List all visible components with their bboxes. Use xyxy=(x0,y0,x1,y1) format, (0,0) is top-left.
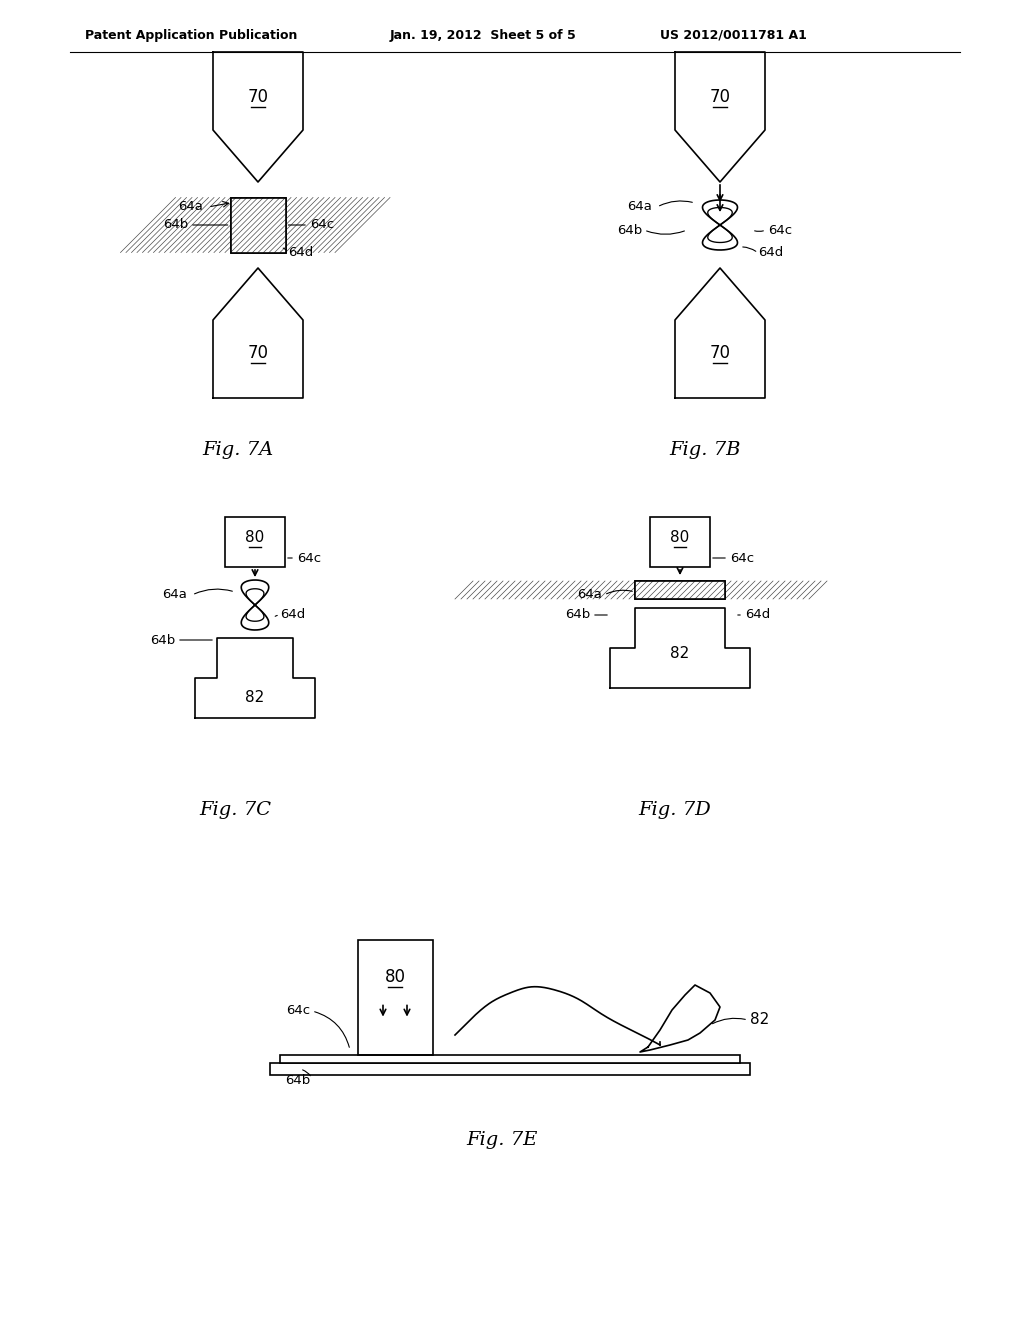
Text: Fig. 7A: Fig. 7A xyxy=(203,441,273,459)
Text: 64a: 64a xyxy=(178,201,203,214)
Bar xyxy=(635,581,725,599)
Text: 64c: 64c xyxy=(730,552,754,565)
Bar xyxy=(230,198,286,252)
Bar xyxy=(230,198,286,252)
Text: 64a: 64a xyxy=(627,201,652,214)
Bar xyxy=(357,940,432,1055)
Text: 64d: 64d xyxy=(758,247,783,260)
Text: 64b: 64b xyxy=(150,634,175,647)
Text: Fig. 7B: Fig. 7B xyxy=(670,441,740,459)
Bar xyxy=(635,581,725,599)
Text: 64a: 64a xyxy=(162,589,187,602)
Text: 64b: 64b xyxy=(565,609,590,622)
Text: 82: 82 xyxy=(246,690,264,705)
Text: Jan. 19, 2012  Sheet 5 of 5: Jan. 19, 2012 Sheet 5 of 5 xyxy=(390,29,577,41)
Text: 80: 80 xyxy=(246,531,264,545)
Text: 64c: 64c xyxy=(297,552,322,565)
Text: 64a: 64a xyxy=(578,589,602,602)
Text: 70: 70 xyxy=(248,345,268,362)
Bar xyxy=(280,1055,740,1063)
Text: Patent Application Publication: Patent Application Publication xyxy=(85,29,297,41)
Text: 64d: 64d xyxy=(288,247,313,260)
Text: Fig. 7E: Fig. 7E xyxy=(466,1131,538,1148)
Text: 64b: 64b xyxy=(616,223,642,236)
Text: US 2012/0011781 A1: US 2012/0011781 A1 xyxy=(660,29,807,41)
Bar xyxy=(650,517,710,568)
Text: 64c: 64c xyxy=(310,219,334,231)
Text: 80: 80 xyxy=(671,531,689,545)
Text: 64c: 64c xyxy=(768,223,793,236)
Text: 64d: 64d xyxy=(745,609,770,622)
Text: 82: 82 xyxy=(671,645,689,660)
Text: 64b: 64b xyxy=(163,219,188,231)
Text: 70: 70 xyxy=(248,88,268,106)
Bar xyxy=(270,1063,750,1074)
Text: 70: 70 xyxy=(710,88,730,106)
Text: Fig. 7C: Fig. 7C xyxy=(199,801,271,818)
Text: 80: 80 xyxy=(384,969,406,986)
Text: 64b: 64b xyxy=(285,1073,310,1086)
Text: 82: 82 xyxy=(750,1012,769,1027)
Text: 64c: 64c xyxy=(286,1003,310,1016)
Text: 70: 70 xyxy=(710,345,730,362)
Text: 64d: 64d xyxy=(280,609,305,622)
Text: Fig. 7D: Fig. 7D xyxy=(639,801,712,818)
Bar xyxy=(225,517,285,568)
